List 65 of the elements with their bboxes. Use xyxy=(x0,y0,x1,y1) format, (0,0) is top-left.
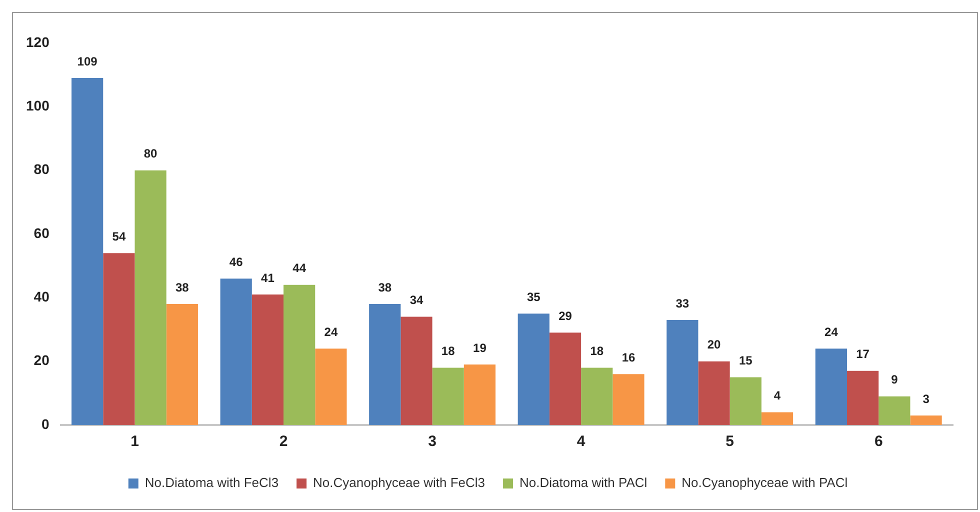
y-tick-label: 60 xyxy=(34,224,50,241)
bar xyxy=(581,368,613,425)
data-label: 24 xyxy=(824,324,838,339)
y-tick-label: 80 xyxy=(34,161,50,178)
data-label: 18 xyxy=(441,344,456,358)
bar xyxy=(910,415,942,425)
x-tick-label: 2 xyxy=(279,433,288,450)
legend-label: No.Cyanophyceae with PACl xyxy=(682,475,848,490)
bar xyxy=(284,284,316,425)
bar xyxy=(815,348,847,425)
data-label: 38 xyxy=(378,280,392,294)
bar xyxy=(252,294,284,425)
y-tick-label: 100 xyxy=(26,98,50,114)
data-label: 24 xyxy=(324,324,338,339)
data-label: 29 xyxy=(558,308,572,323)
x-tick-label: 1 xyxy=(130,433,139,450)
data-label: 18 xyxy=(590,344,604,358)
bar xyxy=(730,377,762,425)
data-label: 46 xyxy=(229,254,244,269)
data-label: 109 xyxy=(77,54,98,68)
data-label: 17 xyxy=(856,347,870,362)
data-label: 38 xyxy=(175,280,190,294)
data-label: 33 xyxy=(676,296,690,310)
y-tick-label: 120 xyxy=(26,34,50,50)
data-label: 16 xyxy=(622,350,636,364)
data-label: 35 xyxy=(526,290,541,304)
data-label: 80 xyxy=(144,146,158,161)
data-label: 15 xyxy=(738,354,753,368)
bar xyxy=(400,316,432,425)
y-tick-label: 0 xyxy=(42,416,50,432)
bar xyxy=(518,314,550,425)
x-tick-label: 3 xyxy=(428,433,436,450)
bar xyxy=(432,368,464,425)
data-label: 54 xyxy=(112,229,126,244)
data-label: 34 xyxy=(410,293,424,308)
data-label: 44 xyxy=(292,261,306,276)
legend-label: No.Diatoma with PACl xyxy=(520,475,648,490)
legend-label: No.Cyanophyceae with FeCl3 xyxy=(313,475,486,490)
data-label: 20 xyxy=(707,338,722,352)
data-label: 41 xyxy=(261,270,275,285)
bar xyxy=(698,361,730,425)
legend-label: No.Diatoma with FeCl3 xyxy=(144,475,279,490)
bar xyxy=(166,304,198,425)
y-tick-label: 40 xyxy=(34,288,50,305)
bar xyxy=(549,332,582,425)
data-label: 3 xyxy=(922,392,930,406)
bar xyxy=(220,278,252,425)
x-tick-label: 5 xyxy=(726,433,734,450)
bar xyxy=(666,320,698,425)
bar xyxy=(315,348,347,425)
bar xyxy=(761,412,794,425)
bar xyxy=(847,370,879,425)
bar xyxy=(72,78,104,425)
bar xyxy=(134,170,166,425)
bar xyxy=(612,374,644,425)
data-label: 4 xyxy=(774,388,781,403)
data-label: 19 xyxy=(473,340,487,355)
x-tick-label: 6 xyxy=(874,433,883,450)
x-tick-label: 4 xyxy=(576,433,586,450)
y-tick-label: 20 xyxy=(34,352,50,368)
data-label: 9 xyxy=(891,372,898,387)
bar xyxy=(369,304,401,425)
bar xyxy=(878,396,910,425)
bar xyxy=(103,253,135,425)
bar xyxy=(464,364,496,425)
